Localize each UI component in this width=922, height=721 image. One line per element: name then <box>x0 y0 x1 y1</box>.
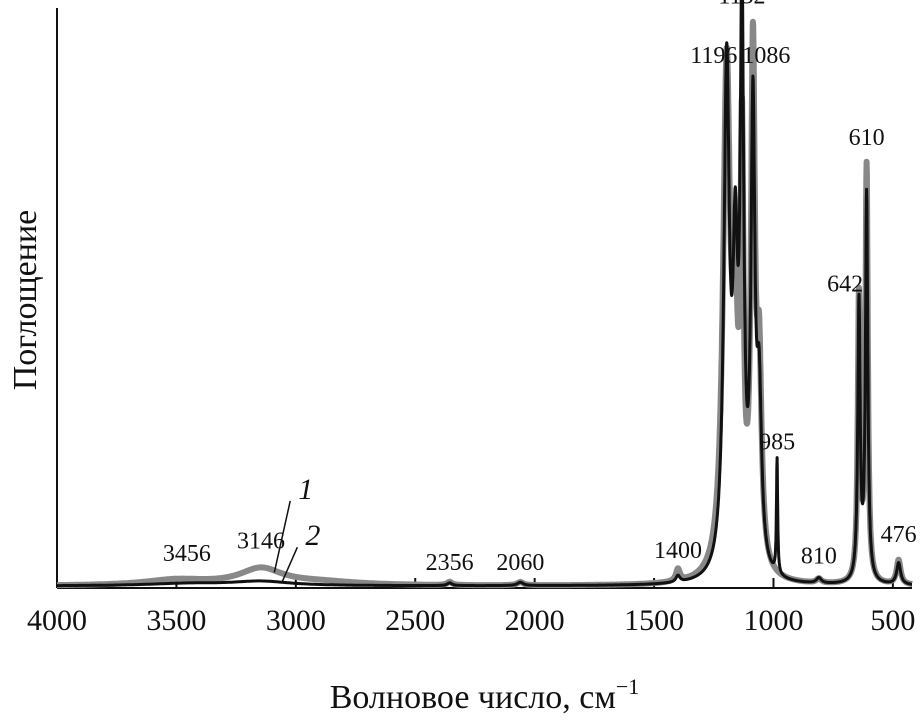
x-tick-label: 3000 <box>266 604 326 637</box>
curve-label-leader <box>273 500 291 573</box>
series-2-line <box>55 0 914 588</box>
x-tick-label: 4000 <box>27 604 87 637</box>
peak-label: 1086 <box>742 43 790 69</box>
curve-label-leader <box>280 546 299 584</box>
peak-label: 3146 <box>237 528 285 554</box>
peak-label: 1196 <box>690 43 737 69</box>
curve-label: 2 <box>305 519 320 552</box>
x-tick-label: 1000 <box>743 604 803 637</box>
x-tick-label: 2000 <box>505 604 565 637</box>
peak-label: 610 <box>849 125 885 151</box>
peak-label: 985 <box>759 429 795 455</box>
x-axis-title: Волновое число, см−1 <box>330 674 640 716</box>
x-tick-label: 500 <box>870 604 915 637</box>
peak-label: 2060 <box>496 550 544 576</box>
series-1-line <box>54 18 915 589</box>
y-axis-title: Поглощение <box>7 210 44 391</box>
x-tick-label: 1500 <box>624 604 684 637</box>
axes: 4000 3500 3000 2500 2000 1500 1000 500 <box>27 8 915 637</box>
x-tick-label: 3500 <box>146 604 206 637</box>
peak-label: 476 <box>881 522 917 548</box>
peak-labels: 3456 3146 2356 2060 1400 1196 1132 1086 985 810 64… <box>163 0 917 576</box>
peak-label: 642 <box>827 272 863 298</box>
x-tick-label: 2500 <box>385 604 445 637</box>
x-axis-title-text: Волновое число, см <box>330 679 616 716</box>
peak-label: 1400 <box>654 538 702 564</box>
x-axis-title-unit-sup: −1 <box>616 674 639 699</box>
series-group <box>54 0 915 589</box>
peak-label: 810 <box>801 544 837 570</box>
x-ticks: 4000 3500 3000 2500 2000 1500 1000 500 <box>27 578 915 637</box>
curve-label: 1 <box>298 473 313 506</box>
curve-labels: 12 <box>273 473 320 584</box>
peak-label: 3456 <box>163 541 211 567</box>
peak-label: 2356 <box>426 550 474 576</box>
peak-label: 1132 <box>718 0 765 9</box>
